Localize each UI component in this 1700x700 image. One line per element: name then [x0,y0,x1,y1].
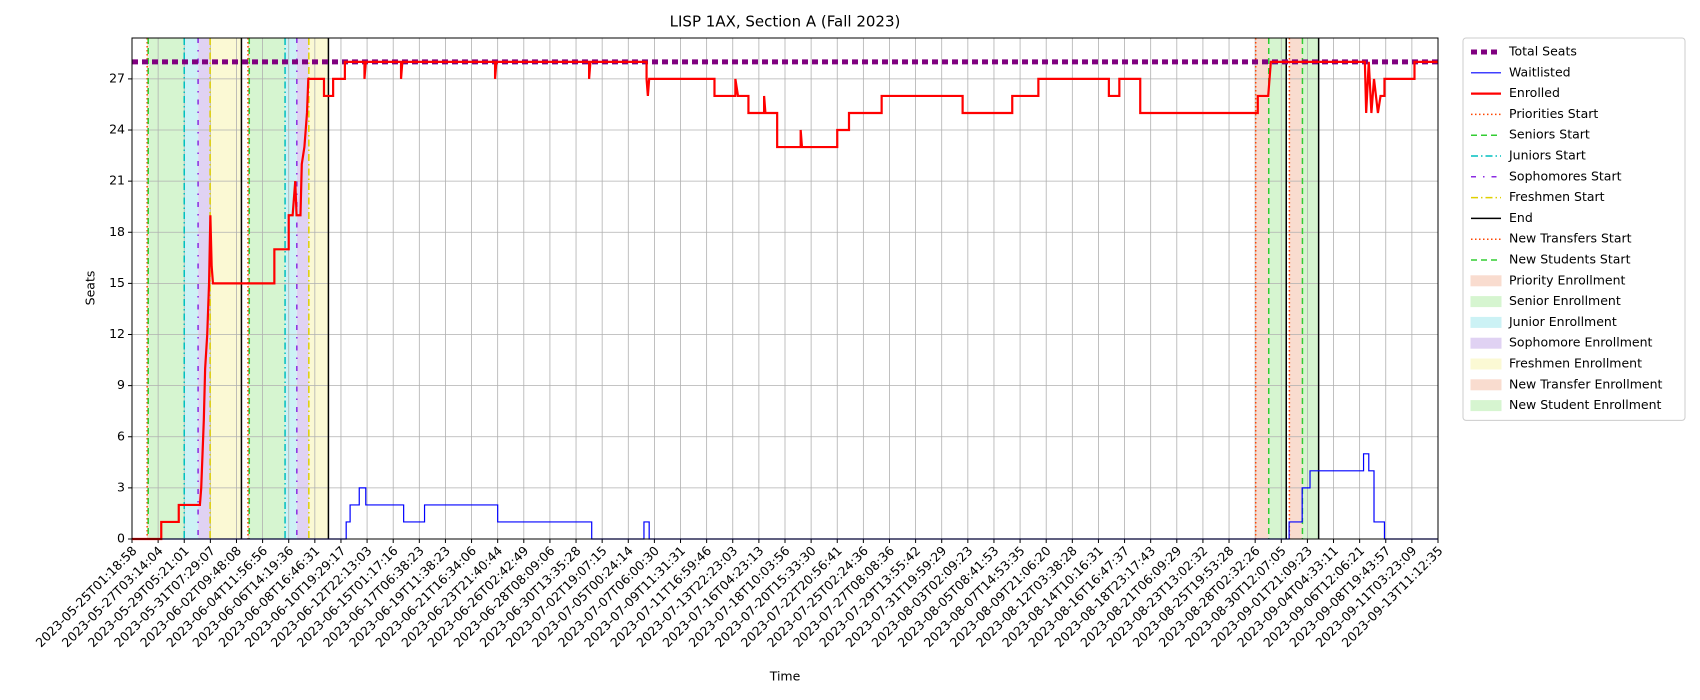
legend-label: Freshmen Start [1509,189,1605,204]
legend-label: Total Seats [1508,44,1577,59]
enrollment-span [285,38,297,539]
y-tick-label: 27 [109,70,125,85]
y-tick-label: 12 [109,326,125,341]
y-tick-label: 21 [109,173,125,188]
enrollment-span [1268,38,1287,539]
legend-label: New Transfer Enrollment [1509,376,1663,391]
legend-label: Freshmen Enrollment [1509,356,1642,371]
y-tick-label: 18 [109,224,125,239]
enrollment-span [1302,38,1319,539]
legend-swatch [1470,379,1502,391]
legend-label: Priorities Start [1509,106,1598,121]
y-tick-label: 15 [109,275,125,290]
legend-label: New Transfers Start [1509,231,1632,246]
legend-label: Senior Enrollment [1509,293,1621,308]
legend-label: Junior Enrollment [1508,314,1617,329]
series-line [132,60,1438,541]
series-line [132,453,1438,540]
plot-frame [131,37,1439,540]
legend-swatch [1470,316,1502,328]
legend-swatch [1470,337,1502,349]
y-tick-label: 3 [117,479,125,494]
y-tick-label: 24 [109,122,125,137]
legend-label: Priority Enrollment [1509,272,1626,287]
legend-label: Waitlisted [1509,64,1571,79]
legend-label: Sophomore Enrollment [1509,335,1653,350]
y-tick-label: 6 [117,428,125,443]
legend-label: End [1509,210,1533,225]
legend-label: New Student Enrollment [1509,397,1661,412]
legend-swatch [1470,358,1502,370]
legend-label: Sophomores Start [1509,168,1622,183]
x-axis-label: Time [769,669,801,684]
legend-label: New Students Start [1509,252,1631,267]
enrollment-span [1255,38,1269,539]
legend-swatch [1470,275,1502,287]
y-tick-label: 0 [117,531,125,546]
legend-swatch [1470,296,1502,308]
legend-frame [1462,37,1686,421]
chart-title: LISP 1AX, Section A (Fall 2023) [670,13,901,31]
enrollment-span [249,38,286,539]
legend-label: Enrolled [1509,85,1560,100]
enrollment-span [198,38,211,539]
enrollment-span [308,38,329,539]
legend-swatch [1470,400,1502,412]
enrollment-span [184,38,199,539]
enrollment-span [296,38,309,539]
y-tick-label: 9 [117,377,125,392]
legend-label: Seniors Start [1509,127,1590,142]
legend: Total Seats Waitlisted Enrolled Priorities … [1462,37,1686,421]
enrollment-span [1289,38,1303,539]
legend-label: Juniors Start [1508,148,1586,163]
y-axis-label: Seats [83,271,98,306]
enrollment-span [148,38,185,539]
